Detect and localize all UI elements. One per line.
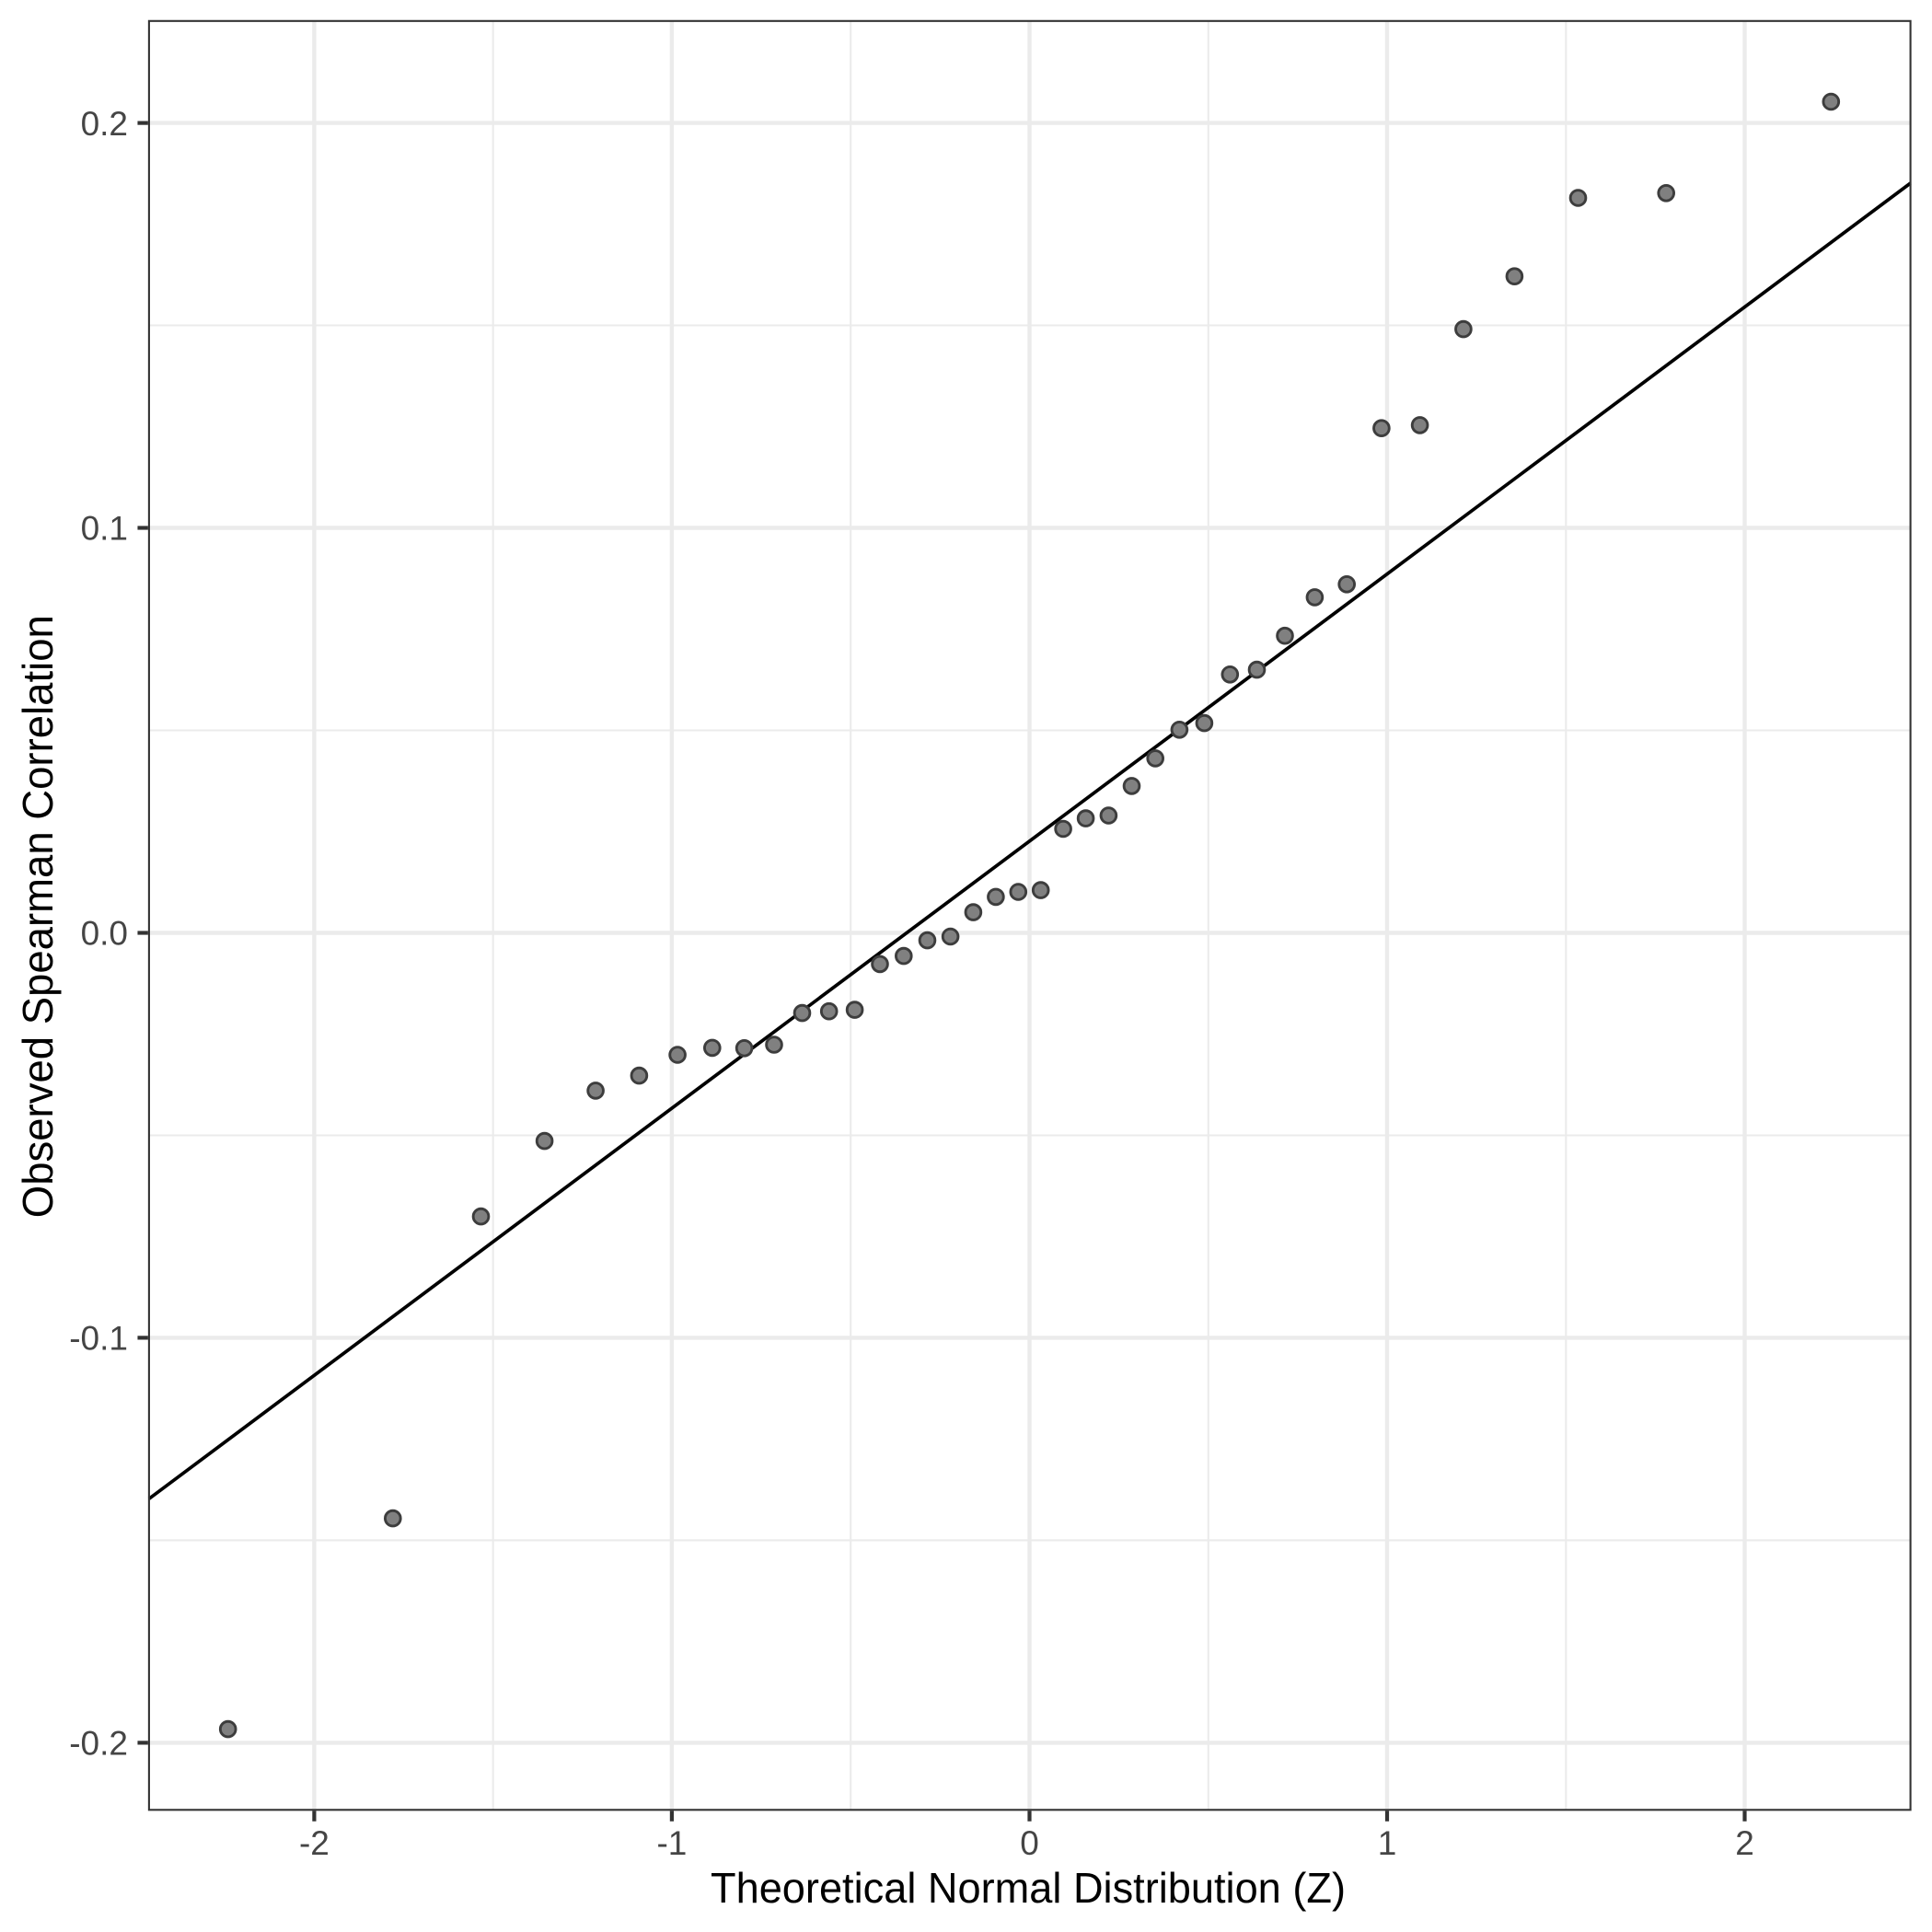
- svg-text:Theoretical Normal Distributio: Theoretical Normal Distribution (Z): [711, 1864, 1346, 1912]
- svg-text:-0.1: -0.1: [69, 1320, 128, 1358]
- svg-text:Observed Spearman Correlation: Observed Spearman Correlation: [14, 615, 62, 1218]
- svg-text:-2: -2: [299, 1824, 330, 1862]
- svg-text:2: 2: [1735, 1824, 1754, 1862]
- svg-text:0.1: 0.1: [81, 510, 128, 548]
- svg-text:1: 1: [1378, 1824, 1397, 1862]
- svg-text:0.2: 0.2: [81, 105, 128, 143]
- svg-text:-1: -1: [656, 1824, 687, 1862]
- svg-text:0.0: 0.0: [81, 915, 128, 953]
- svg-text:-0.2: -0.2: [69, 1725, 128, 1763]
- svg-text:0: 0: [1020, 1824, 1039, 1862]
